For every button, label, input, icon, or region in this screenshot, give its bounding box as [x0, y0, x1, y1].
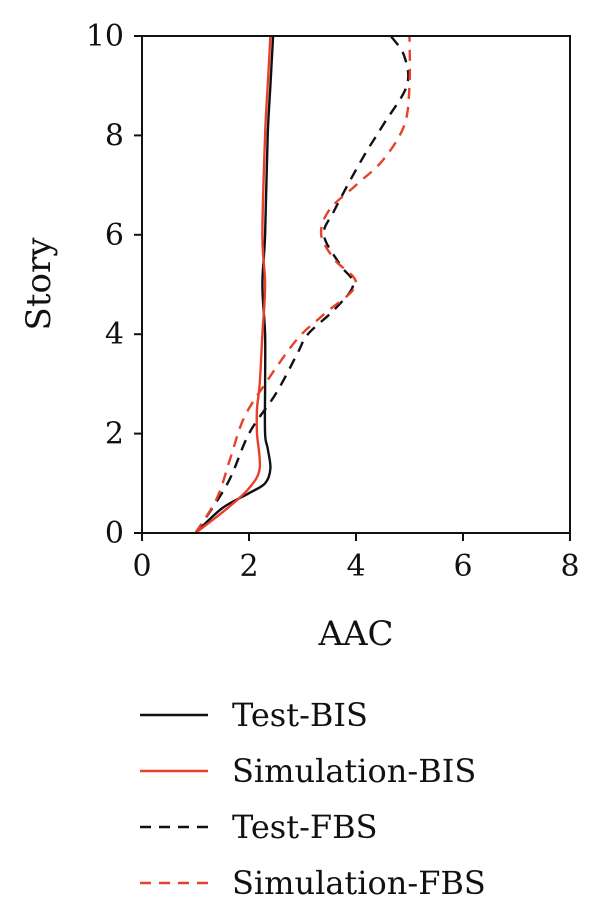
- legend-label-simulation-fbs: Simulation-FBS: [232, 864, 486, 902]
- series-line-test-fbs: [194, 36, 410, 533]
- plot-frame: [141, 35, 571, 534]
- y-tick-label: 10: [86, 19, 124, 54]
- series-line-simulation-fbs: [194, 36, 412, 533]
- legend-label-test-fbs: Test-FBS: [232, 808, 378, 846]
- x-tick-label: 6: [453, 549, 472, 584]
- legend-label-simulation-bis: Simulation-BIS: [232, 752, 476, 790]
- x-tick-label: 8: [560, 549, 579, 584]
- legend: Test-BIS Simulation-BIS Test-FBS Simulation…: [140, 696, 486, 902]
- x-axis-ticks: 0 2 4 6 8: [132, 533, 580, 584]
- x-tick-label: 4: [346, 549, 365, 584]
- series-line-simulation-bis: [194, 36, 272, 533]
- y-tick-label: 4: [105, 317, 124, 352]
- y-tick-label: 2: [105, 417, 124, 452]
- x-axis-title: AAC: [317, 614, 393, 654]
- x-tick-label: 0: [132, 549, 151, 584]
- series-layer: [194, 36, 412, 533]
- y-axis-title: Story: [19, 237, 59, 331]
- y-tick-label: 8: [105, 118, 124, 153]
- series-line-test-bis: [194, 36, 275, 533]
- x-tick-label: 2: [239, 549, 258, 584]
- y-axis-ticks: 0 2 4 6 8 10: [86, 19, 142, 551]
- legend-label-test-bis: Test-BIS: [232, 696, 368, 734]
- y-tick-label: 0: [105, 516, 124, 551]
- y-tick-label: 6: [105, 218, 124, 253]
